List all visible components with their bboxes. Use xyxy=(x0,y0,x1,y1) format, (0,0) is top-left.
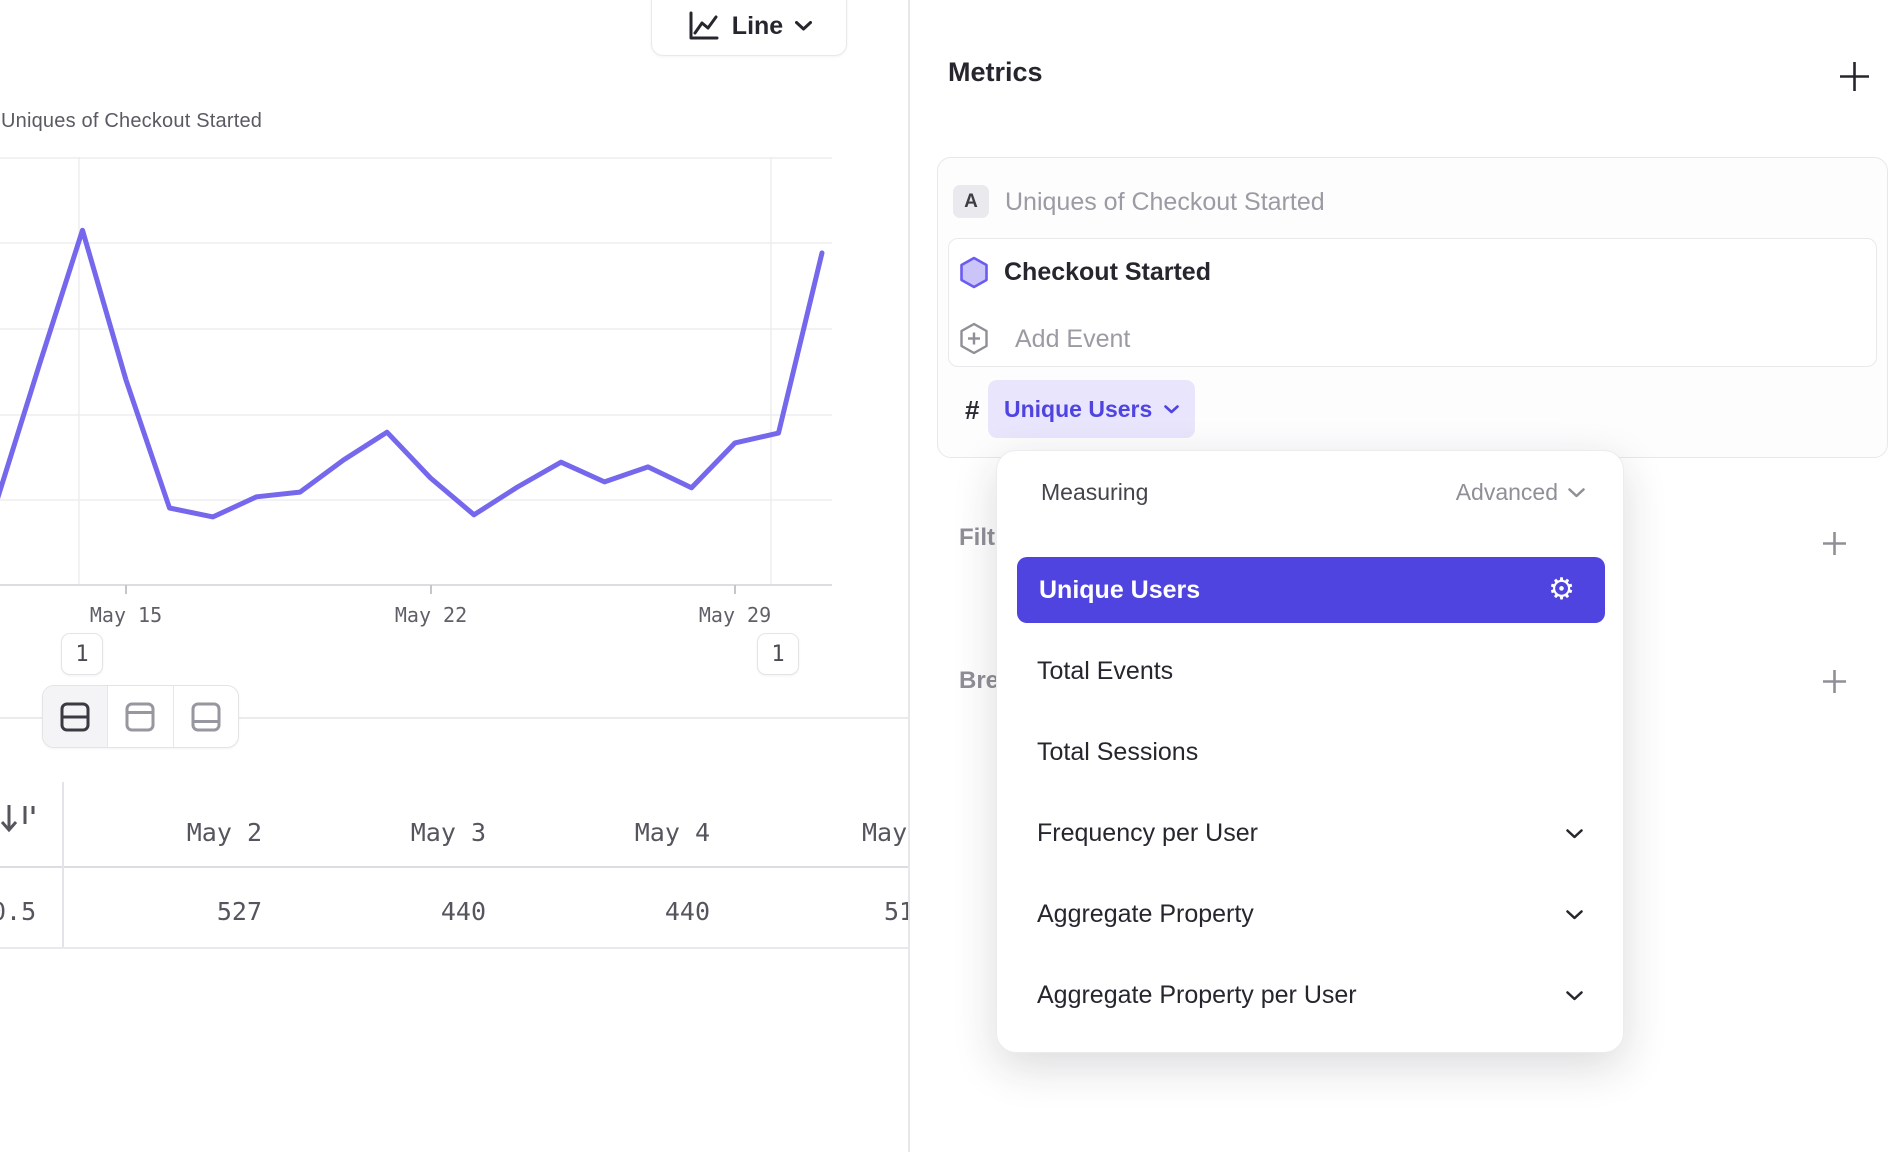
advanced-mode-dropdown[interactable]: Advanced xyxy=(1456,479,1585,506)
measurement-type-symbol: # xyxy=(965,395,980,425)
add-event-icon[interactable] xyxy=(959,322,989,355)
pagination-page-button-right[interactable]: 1 xyxy=(757,633,799,675)
table-row-label: 0.5 xyxy=(0,897,37,926)
selected-item-label: Unique Users xyxy=(1039,575,1201,604)
table-view-icon xyxy=(189,700,223,734)
chart-panel: Line Uniques of Checkout Started xyxy=(0,0,908,1152)
table-column-header[interactable]: May xyxy=(862,818,908,847)
panel-divider xyxy=(908,0,910,1152)
layout-table-view-button[interactable] xyxy=(174,686,238,747)
table-column-header[interactable]: May 4 xyxy=(634,818,710,847)
table-header-divider xyxy=(0,866,908,868)
menu-item-aggregate-property[interactable]: Aggregate Property xyxy=(997,874,1623,955)
chevron-down-icon xyxy=(1566,909,1583,919)
table-column-header[interactable]: May 3 xyxy=(410,818,486,847)
table-cell: 440 xyxy=(664,897,710,926)
table-row-divider xyxy=(0,947,908,949)
chevron-down-icon xyxy=(1164,404,1180,414)
event-card xyxy=(948,238,1877,367)
add-breakdown-button[interactable] xyxy=(1821,668,1848,695)
metric-name[interactable]: Uniques of Checkout Started xyxy=(1005,188,1325,216)
menu-item-unique-users-selected[interactable]: Unique Users ⚙ xyxy=(1017,557,1605,623)
plus-icon xyxy=(1823,670,1846,693)
table-cell: 527 xyxy=(216,897,262,926)
pagination-page-button-left[interactable]: 1 xyxy=(61,633,103,675)
advanced-label: Advanced xyxy=(1455,479,1558,505)
x-axis-tick-label: May 22 xyxy=(394,603,468,627)
chevron-down-icon xyxy=(795,21,813,31)
measurement-label: Unique Users xyxy=(1004,395,1153,422)
add-filter-button[interactable] xyxy=(1821,530,1848,557)
menu-item-total-events[interactable]: Total Events xyxy=(1037,657,1174,685)
table-cell: 51 xyxy=(884,897,908,926)
layout-split-view-button[interactable] xyxy=(43,686,109,747)
layout-toggle-group xyxy=(42,685,239,748)
section-divider xyxy=(0,717,908,719)
chart-series-line xyxy=(0,227,825,520)
measuring-dropdown-popup: Measuring Advanced Unique Users ⚙ Total … xyxy=(996,450,1624,1053)
chevron-down-icon xyxy=(1566,990,1583,1000)
line-chart-icon xyxy=(686,9,720,43)
add-metric-button[interactable] xyxy=(1838,60,1871,93)
chart-type-label: Line xyxy=(731,11,784,40)
menu-item-aggregate-property-per-user[interactable]: Aggregate Property per User xyxy=(997,955,1623,1036)
popup-header: Measuring Advanced xyxy=(997,451,1623,506)
plus-icon xyxy=(1823,532,1846,555)
chevron-down-icon xyxy=(1566,828,1583,838)
metric-letter-badge: A xyxy=(953,185,989,218)
event-name[interactable]: Checkout Started xyxy=(1004,258,1211,286)
split-view-icon xyxy=(58,700,92,734)
add-event-button[interactable]: Add Event xyxy=(1015,325,1131,353)
chart-view-icon xyxy=(123,700,157,734)
layout-chart-view-button[interactable] xyxy=(108,686,174,747)
table-column-divider xyxy=(62,782,64,948)
measurement-dropdown-chip[interactable]: Unique Users xyxy=(988,380,1196,438)
table-cell: 440 xyxy=(440,897,486,926)
menu-item-total-sessions[interactable]: Total Sessions xyxy=(1037,738,1199,766)
gear-icon[interactable]: ⚙ xyxy=(1548,572,1575,607)
chevron-down-icon xyxy=(1568,487,1585,497)
chart-title: Uniques of Checkout Started xyxy=(1,110,263,132)
popup-item-list: Total Events Total Sessions Frequency pe… xyxy=(997,631,1623,1036)
plus-icon xyxy=(1840,62,1869,91)
measuring-label: Measuring xyxy=(1041,479,1149,505)
menu-item-frequency-per-user[interactable]: Frequency per User xyxy=(997,793,1623,874)
line-chart xyxy=(0,157,832,594)
event-hexagon-icon xyxy=(959,256,989,289)
table-column-header[interactable]: May 2 xyxy=(186,818,262,847)
sort-descending-icon[interactable] xyxy=(0,799,41,839)
x-axis-tick-label: May 29 xyxy=(698,603,772,627)
metrics-section-title: Metrics xyxy=(948,57,1043,87)
chart-type-dropdown[interactable]: Line xyxy=(651,0,847,56)
x-axis-tick-label: May 15 xyxy=(89,603,163,627)
